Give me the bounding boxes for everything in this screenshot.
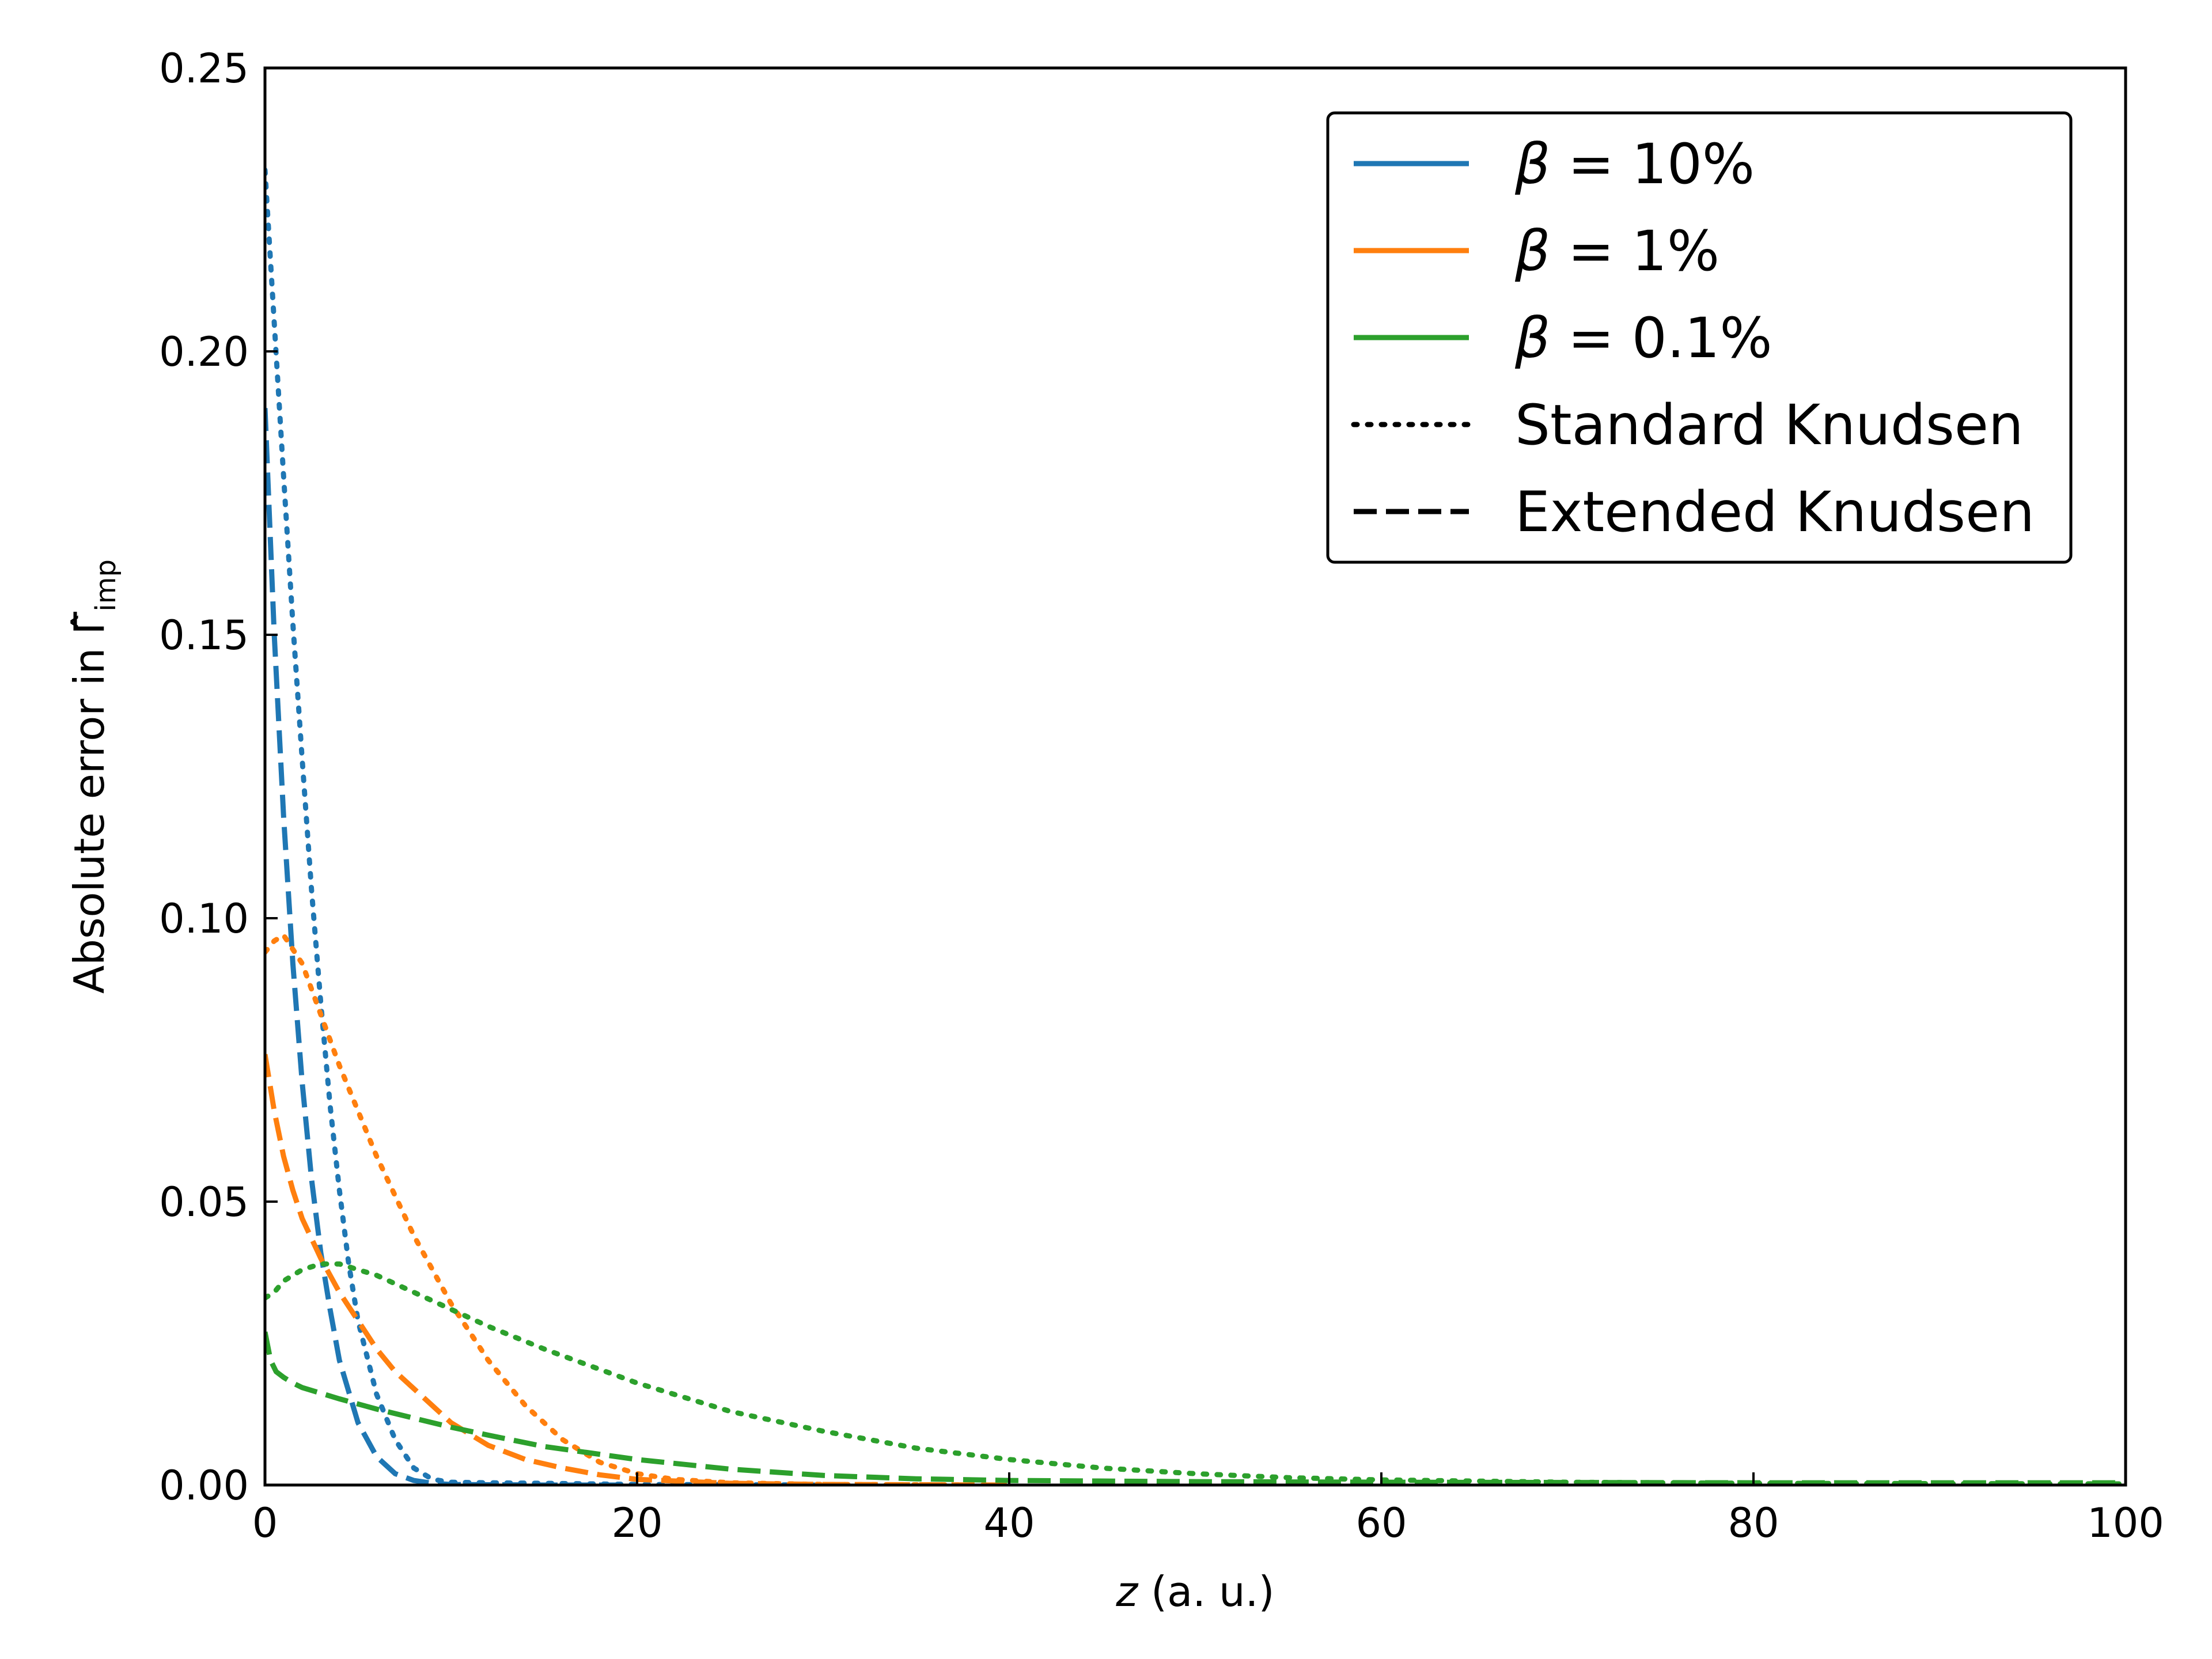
x-axis-label-variable: z — [1115, 1567, 1139, 1616]
x-axis-label: z (a. u.) — [1115, 1567, 1274, 1616]
series-line-2 — [265, 931, 1012, 1485]
y-tick-label: 0.10 — [159, 895, 249, 942]
x-tick-label: 100 — [2087, 1499, 2164, 1547]
legend-text: = 10% — [1550, 132, 1755, 196]
series-line-4 — [265, 1261, 2126, 1485]
x-tick-label: 0 — [252, 1499, 278, 1547]
legend-label-2: β = 0.1% — [1514, 306, 1772, 370]
y-axis-label-text: Absolute error in — [65, 635, 113, 994]
y-tick-label: 0.00 — [159, 1462, 249, 1509]
ticks-layer: 0 20 40 60 80 100 0.00 0.05 0.10 0.15 0.20 0.25 — [159, 45, 2164, 1547]
legend-box — [1326, 111, 2073, 564]
legend: β = 10%β = 1%β = 0.1%Standard KnudsenExt… — [1326, 111, 2073, 564]
y-tick-label: 0.05 — [159, 1179, 249, 1226]
y-axis-label: Absolute error in Γ̂imp — [65, 559, 122, 994]
x-tick-label: 40 — [983, 1499, 1035, 1547]
legend-text: Extended Knudsen — [1515, 480, 2035, 544]
series-line-3 — [265, 1054, 1010, 1485]
x-tick-label: 80 — [1728, 1499, 1779, 1547]
y-axis-label-symbol: Γ̂ — [65, 612, 113, 635]
legend-label-3: Standard Knudsen — [1515, 393, 2024, 457]
legend-symbol: β — [1514, 132, 1550, 196]
series-line-1 — [265, 408, 637, 1485]
legend-text: Standard Knudsen — [1515, 393, 2024, 457]
legend-label-0: β = 10% — [1514, 132, 1755, 196]
y-tick-label: 0.15 — [159, 612, 249, 659]
y-tick-label: 0.20 — [159, 328, 249, 376]
y-tick-label: 0.25 — [159, 45, 249, 92]
x-tick-label: 60 — [1355, 1499, 1407, 1547]
legend-symbol: β — [1514, 306, 1550, 370]
legend-label-1: β = 1% — [1514, 219, 1719, 283]
legend-label-4: Extended Knudsen — [1515, 480, 2035, 544]
legend-text: = 0.1% — [1550, 306, 1772, 370]
legend-symbol: β — [1514, 219, 1550, 283]
x-axis-label-units: (a. u.) — [1138, 1567, 1274, 1616]
series-line-0 — [265, 167, 826, 1485]
plot-frame — [263, 66, 2127, 1487]
x-tick-label: 20 — [611, 1499, 662, 1547]
series-line-5 — [265, 1331, 2126, 1485]
legend-text: = 1% — [1550, 219, 1719, 283]
y-axis-label-subscript: imp — [90, 559, 122, 612]
